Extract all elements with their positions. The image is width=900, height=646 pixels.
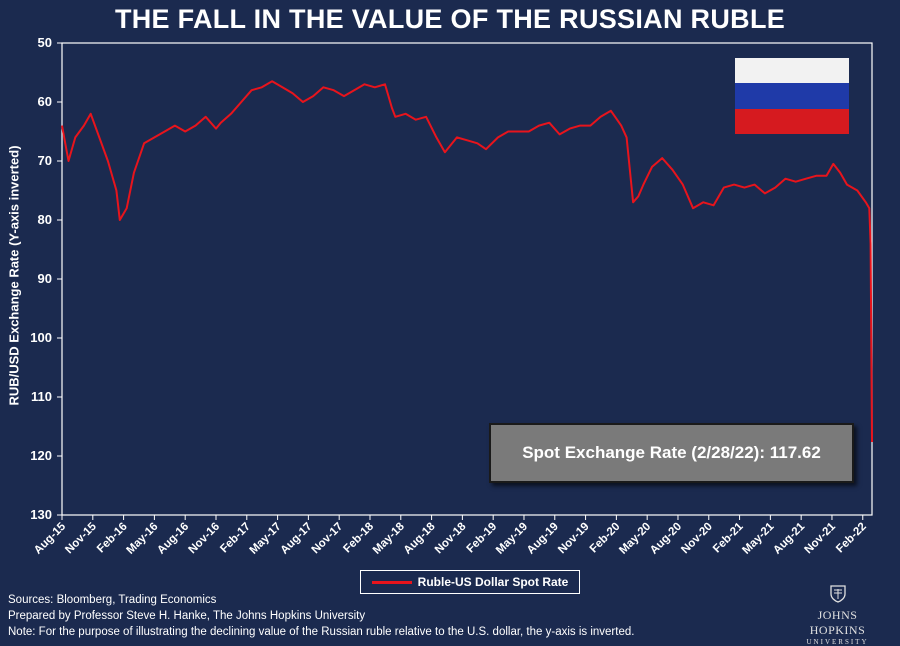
chart-title: THE FALL IN THE VALUE OF THE RUSSIAN RUB… bbox=[114, 4, 786, 34]
y-tick-label: 120 bbox=[30, 448, 52, 463]
x-tick-label: Nov-19 bbox=[556, 521, 592, 557]
russian-flag-icon bbox=[735, 58, 849, 134]
y-tick-label: 50 bbox=[38, 35, 52, 50]
x-tick-label: May-20 bbox=[617, 521, 653, 557]
y-tick-label: 70 bbox=[38, 153, 52, 168]
flag-stripe-white bbox=[735, 58, 849, 84]
spot-rate-callout: Spot Exchange Rate (2/28/22): 117.62 bbox=[489, 423, 854, 483]
x-tick-label: Nov-15 bbox=[63, 520, 99, 556]
legend-label: Ruble-US Dollar Spot Rate bbox=[417, 575, 569, 589]
jhu-logo: JOHNS HOPKINS UNIVERSITY bbox=[790, 585, 885, 646]
jhu-logo-sub: UNIVERSITY bbox=[806, 638, 869, 646]
y-axis-label: RUB/USD Exchange Rate (Y-axis inverted) bbox=[6, 145, 22, 406]
x-tick-label: Feb-21 bbox=[711, 520, 746, 555]
y-tick-label: 60 bbox=[38, 94, 52, 109]
x-tick-label: May-21 bbox=[740, 520, 776, 556]
x-tick-label: Feb-16 bbox=[95, 521, 130, 556]
x-tick-label: Nov-21 bbox=[802, 520, 838, 556]
x-tick-label: May-17 bbox=[248, 521, 284, 557]
x-tick-label: Nov-20 bbox=[679, 521, 715, 557]
legend-swatch bbox=[371, 580, 412, 584]
x-tick-label: Feb-22 bbox=[834, 521, 869, 556]
x-tick-label: Nov-16 bbox=[187, 521, 223, 557]
flag-stripe-red bbox=[735, 108, 849, 134]
y-tick-label: 110 bbox=[31, 389, 52, 404]
x-tick-label: Feb-19 bbox=[465, 521, 500, 556]
x-tick-label: Aug-15 bbox=[32, 520, 68, 556]
x-tick-label: Feb-20 bbox=[588, 521, 623, 556]
x-tick-label: Feb-17 bbox=[218, 521, 253, 556]
flag-stripe-blue bbox=[735, 83, 849, 109]
x-tick-label: Aug-17 bbox=[278, 521, 314, 557]
x-tick-label: Aug-19 bbox=[525, 521, 561, 557]
y-tick-label: 80 bbox=[38, 212, 52, 227]
x-tick-label: Feb-18 bbox=[341, 520, 376, 555]
axis-note-text: Note: For the purpose of illustrating th… bbox=[8, 626, 635, 638]
x-tick-label: Aug-18 bbox=[402, 520, 438, 556]
x-tick-label: May-16 bbox=[124, 521, 160, 557]
x-tick-label: Nov-18 bbox=[433, 520, 469, 556]
sources-text: Sources: Bloomberg, Trading Economics bbox=[8, 594, 217, 606]
x-tick-label: Nov-17 bbox=[310, 521, 346, 557]
x-tick-label: Aug-21 bbox=[771, 520, 807, 556]
y-tick-label: 90 bbox=[38, 271, 52, 286]
y-tick-label: 130 bbox=[30, 507, 52, 522]
footer-notes: Sources: Bloomberg, Trading Economics Pr… bbox=[8, 592, 634, 640]
series-line-ruble-usd bbox=[61, 80, 873, 443]
x-tick-label: May-18 bbox=[371, 520, 407, 556]
chart-legend: Ruble-US Dollar Spot Rate bbox=[360, 570, 580, 594]
jhu-shield-icon bbox=[829, 585, 846, 603]
x-tick-label: May-19 bbox=[494, 521, 530, 557]
x-tick-label: Aug-16 bbox=[155, 521, 191, 557]
prepared-by-text: Prepared by Professor Steve H. Hanke, Th… bbox=[8, 610, 366, 622]
x-tick-label: Aug-20 bbox=[648, 521, 684, 557]
y-tick-label: 100 bbox=[30, 330, 52, 345]
jhu-logo-name: JOHNS HOPKINS bbox=[809, 608, 866, 637]
